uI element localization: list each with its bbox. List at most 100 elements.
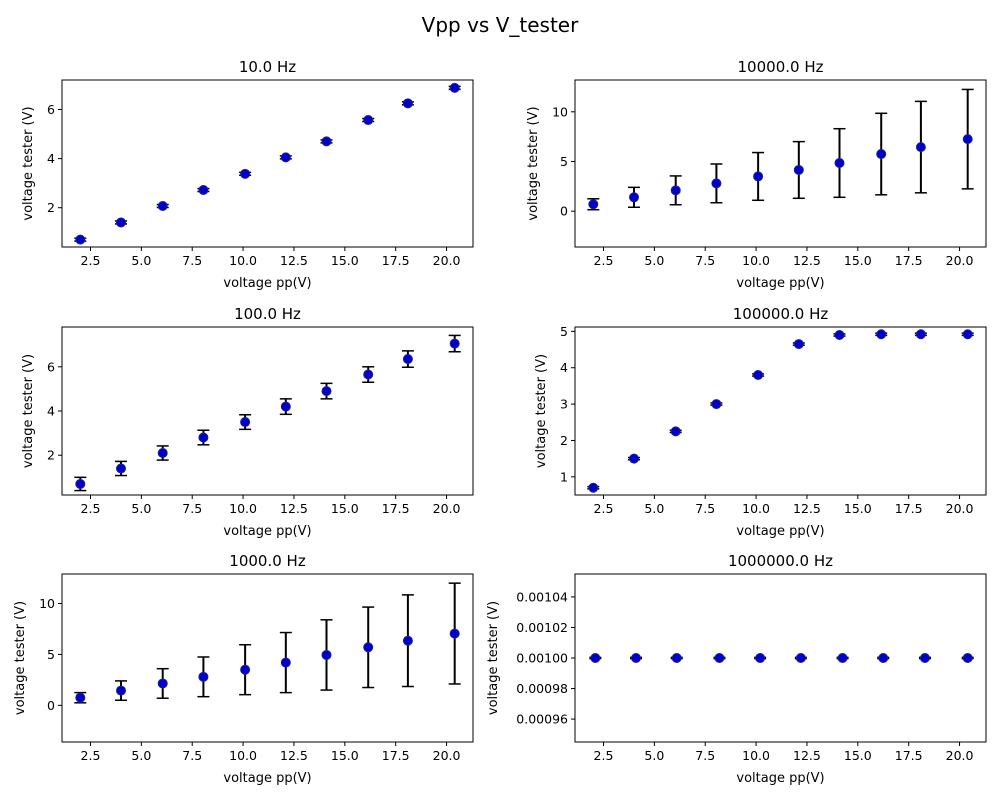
x-tick-label: 10.0 bbox=[229, 748, 257, 763]
data-point bbox=[198, 185, 209, 196]
data-point bbox=[629, 453, 640, 464]
axes-frame bbox=[61, 326, 474, 496]
data-point bbox=[157, 448, 168, 458]
data-point bbox=[402, 354, 413, 365]
x-axis-label: voltage pp(V) bbox=[223, 276, 311, 291]
data-point bbox=[402, 98, 413, 109]
subplot-title: 10.0 Hz bbox=[239, 58, 296, 76]
data-point bbox=[75, 478, 86, 489]
x-tick-label: 12.5 bbox=[793, 501, 821, 516]
x-tick-label: 10.0 bbox=[742, 748, 770, 763]
data-point bbox=[915, 329, 926, 340]
y-tick-label: 5 bbox=[47, 647, 55, 662]
data-point bbox=[240, 664, 251, 675]
subplot-5: 1000.0 Hz 2.5 5.0 7.5 10.0 12.5 15.0 17.5 20.0 0 5… bbox=[13, 552, 474, 786]
x-tick-label: 15.0 bbox=[331, 748, 359, 763]
data-point bbox=[793, 164, 804, 175]
data-point bbox=[280, 401, 291, 412]
x-tick-label: 5.0 bbox=[644, 253, 664, 268]
subplot-6: 1000000.0 Hz 2.5 5.0 7.5 10.0 12.5 15.0 17.5 20.… bbox=[486, 552, 987, 786]
x-tick-label: 20.0 bbox=[946, 253, 974, 268]
x-tick-label: 20.0 bbox=[946, 748, 974, 763]
x-tick-label: 7.5 bbox=[695, 748, 715, 763]
y-tick-label: 2 bbox=[47, 200, 55, 215]
subplot-grid: 10.0 Hz2.5 5.0 7.5 10.0 12.5 15.0 17.5 20.0246v… bbox=[13, 58, 987, 786]
axes-frame bbox=[574, 79, 987, 248]
data-point bbox=[962, 329, 973, 340]
y-tick-label: 0 bbox=[47, 698, 55, 713]
y-axis-label: voltage tester (V) bbox=[486, 601, 501, 715]
y-tick-label: 3 bbox=[560, 397, 568, 412]
data-point bbox=[834, 158, 845, 169]
data-point bbox=[834, 330, 845, 340]
data-point bbox=[876, 329, 887, 340]
x-tick-label: 20.0 bbox=[433, 253, 461, 268]
x-tick-label: 7.5 bbox=[695, 253, 715, 268]
data-point bbox=[157, 678, 168, 689]
x-tick-label: 2.5 bbox=[81, 253, 101, 268]
data-point bbox=[753, 370, 764, 380]
subplot-title: 100.0 Hz bbox=[234, 305, 301, 323]
data-point bbox=[588, 199, 599, 210]
data-point bbox=[878, 653, 889, 663]
y-tick-label: 4 bbox=[47, 404, 55, 419]
x-tick-label: 2.5 bbox=[594, 253, 614, 268]
x-tick-label: 10.0 bbox=[229, 501, 257, 516]
y-tick-label: 10 bbox=[552, 104, 568, 119]
data-point bbox=[280, 657, 291, 668]
data-point bbox=[962, 134, 973, 145]
data-point bbox=[75, 234, 86, 245]
x-tick-label: 10.0 bbox=[229, 253, 257, 268]
data-point bbox=[876, 149, 887, 160]
y-tick-label: 4 bbox=[560, 360, 568, 375]
x-tick-label: 15.0 bbox=[331, 253, 359, 268]
x-tick-label: 2.5 bbox=[594, 748, 614, 763]
data-point bbox=[75, 692, 86, 703]
y-tick-label: 2 bbox=[560, 433, 568, 448]
subplot-title: 100000.0 Hz bbox=[733, 305, 829, 323]
x-tick-label: 17.5 bbox=[895, 501, 923, 516]
x-axis-label: voltage pp(V) bbox=[736, 276, 824, 291]
subplot-3: 100.0 Hz 2.5 5.0 7.5 10.0 12.5 15.0 17.5 20.0 2 4 6… bbox=[21, 305, 474, 539]
y-tick-label: 4 bbox=[47, 151, 55, 166]
data-point bbox=[670, 185, 681, 196]
subplot-2: 10000.0 Hz 2.5 5.0 7.5 10.0 12.5 15.0 17.5 20.0 0… bbox=[526, 58, 987, 291]
x-tick-label: 20.0 bbox=[433, 501, 461, 516]
axes-frame bbox=[61, 573, 474, 743]
x-tick-label: 2.5 bbox=[81, 501, 101, 516]
x-tick-label: 12.5 bbox=[793, 253, 821, 268]
x-tick-label: 10.0 bbox=[742, 253, 770, 268]
data-point bbox=[240, 168, 251, 179]
data-point bbox=[321, 386, 332, 397]
data-point bbox=[631, 653, 642, 663]
data-point bbox=[157, 200, 168, 211]
axes-frame bbox=[574, 326, 987, 496]
data-point bbox=[629, 192, 640, 203]
x-tick-label: 12.5 bbox=[280, 748, 308, 763]
data-point bbox=[714, 653, 725, 663]
subplot-4: 100000.0 Hz 2.5 5.0 7.5 10.0 12.5 15.0 17.5 20.0… bbox=[534, 305, 987, 539]
data-point bbox=[795, 653, 806, 663]
y-axis-label: voltage tester (V) bbox=[534, 354, 549, 468]
y-tick-label: 0.00104 bbox=[516, 589, 568, 604]
x-tick-label: 5.0 bbox=[644, 748, 664, 763]
subplot-title: 10000.0 Hz bbox=[738, 58, 824, 76]
y-axis-label: voltage tester (V) bbox=[13, 601, 28, 715]
data-point bbox=[753, 171, 764, 182]
data-point bbox=[198, 671, 209, 682]
y-axis-label: voltage tester (V) bbox=[526, 106, 541, 220]
axes-frame bbox=[574, 573, 987, 743]
data-point bbox=[240, 417, 251, 428]
x-tick-label: 17.5 bbox=[895, 253, 923, 268]
data-point bbox=[280, 152, 291, 163]
x-tick-label: 7.5 bbox=[182, 501, 202, 516]
x-tick-label: 5.0 bbox=[131, 748, 151, 763]
data-point bbox=[711, 178, 722, 189]
x-tick-label: 17.5 bbox=[382, 253, 410, 268]
subplot-1: 10.0 Hz2.5 5.0 7.5 10.0 12.5 15.0 17.5 20.0246v… bbox=[21, 58, 474, 291]
x-tick-label: 15.0 bbox=[844, 501, 872, 516]
x-axis-label: voltage pp(V) bbox=[736, 524, 824, 539]
data-point bbox=[755, 653, 766, 663]
x-tick-label: 5.0 bbox=[644, 501, 664, 516]
